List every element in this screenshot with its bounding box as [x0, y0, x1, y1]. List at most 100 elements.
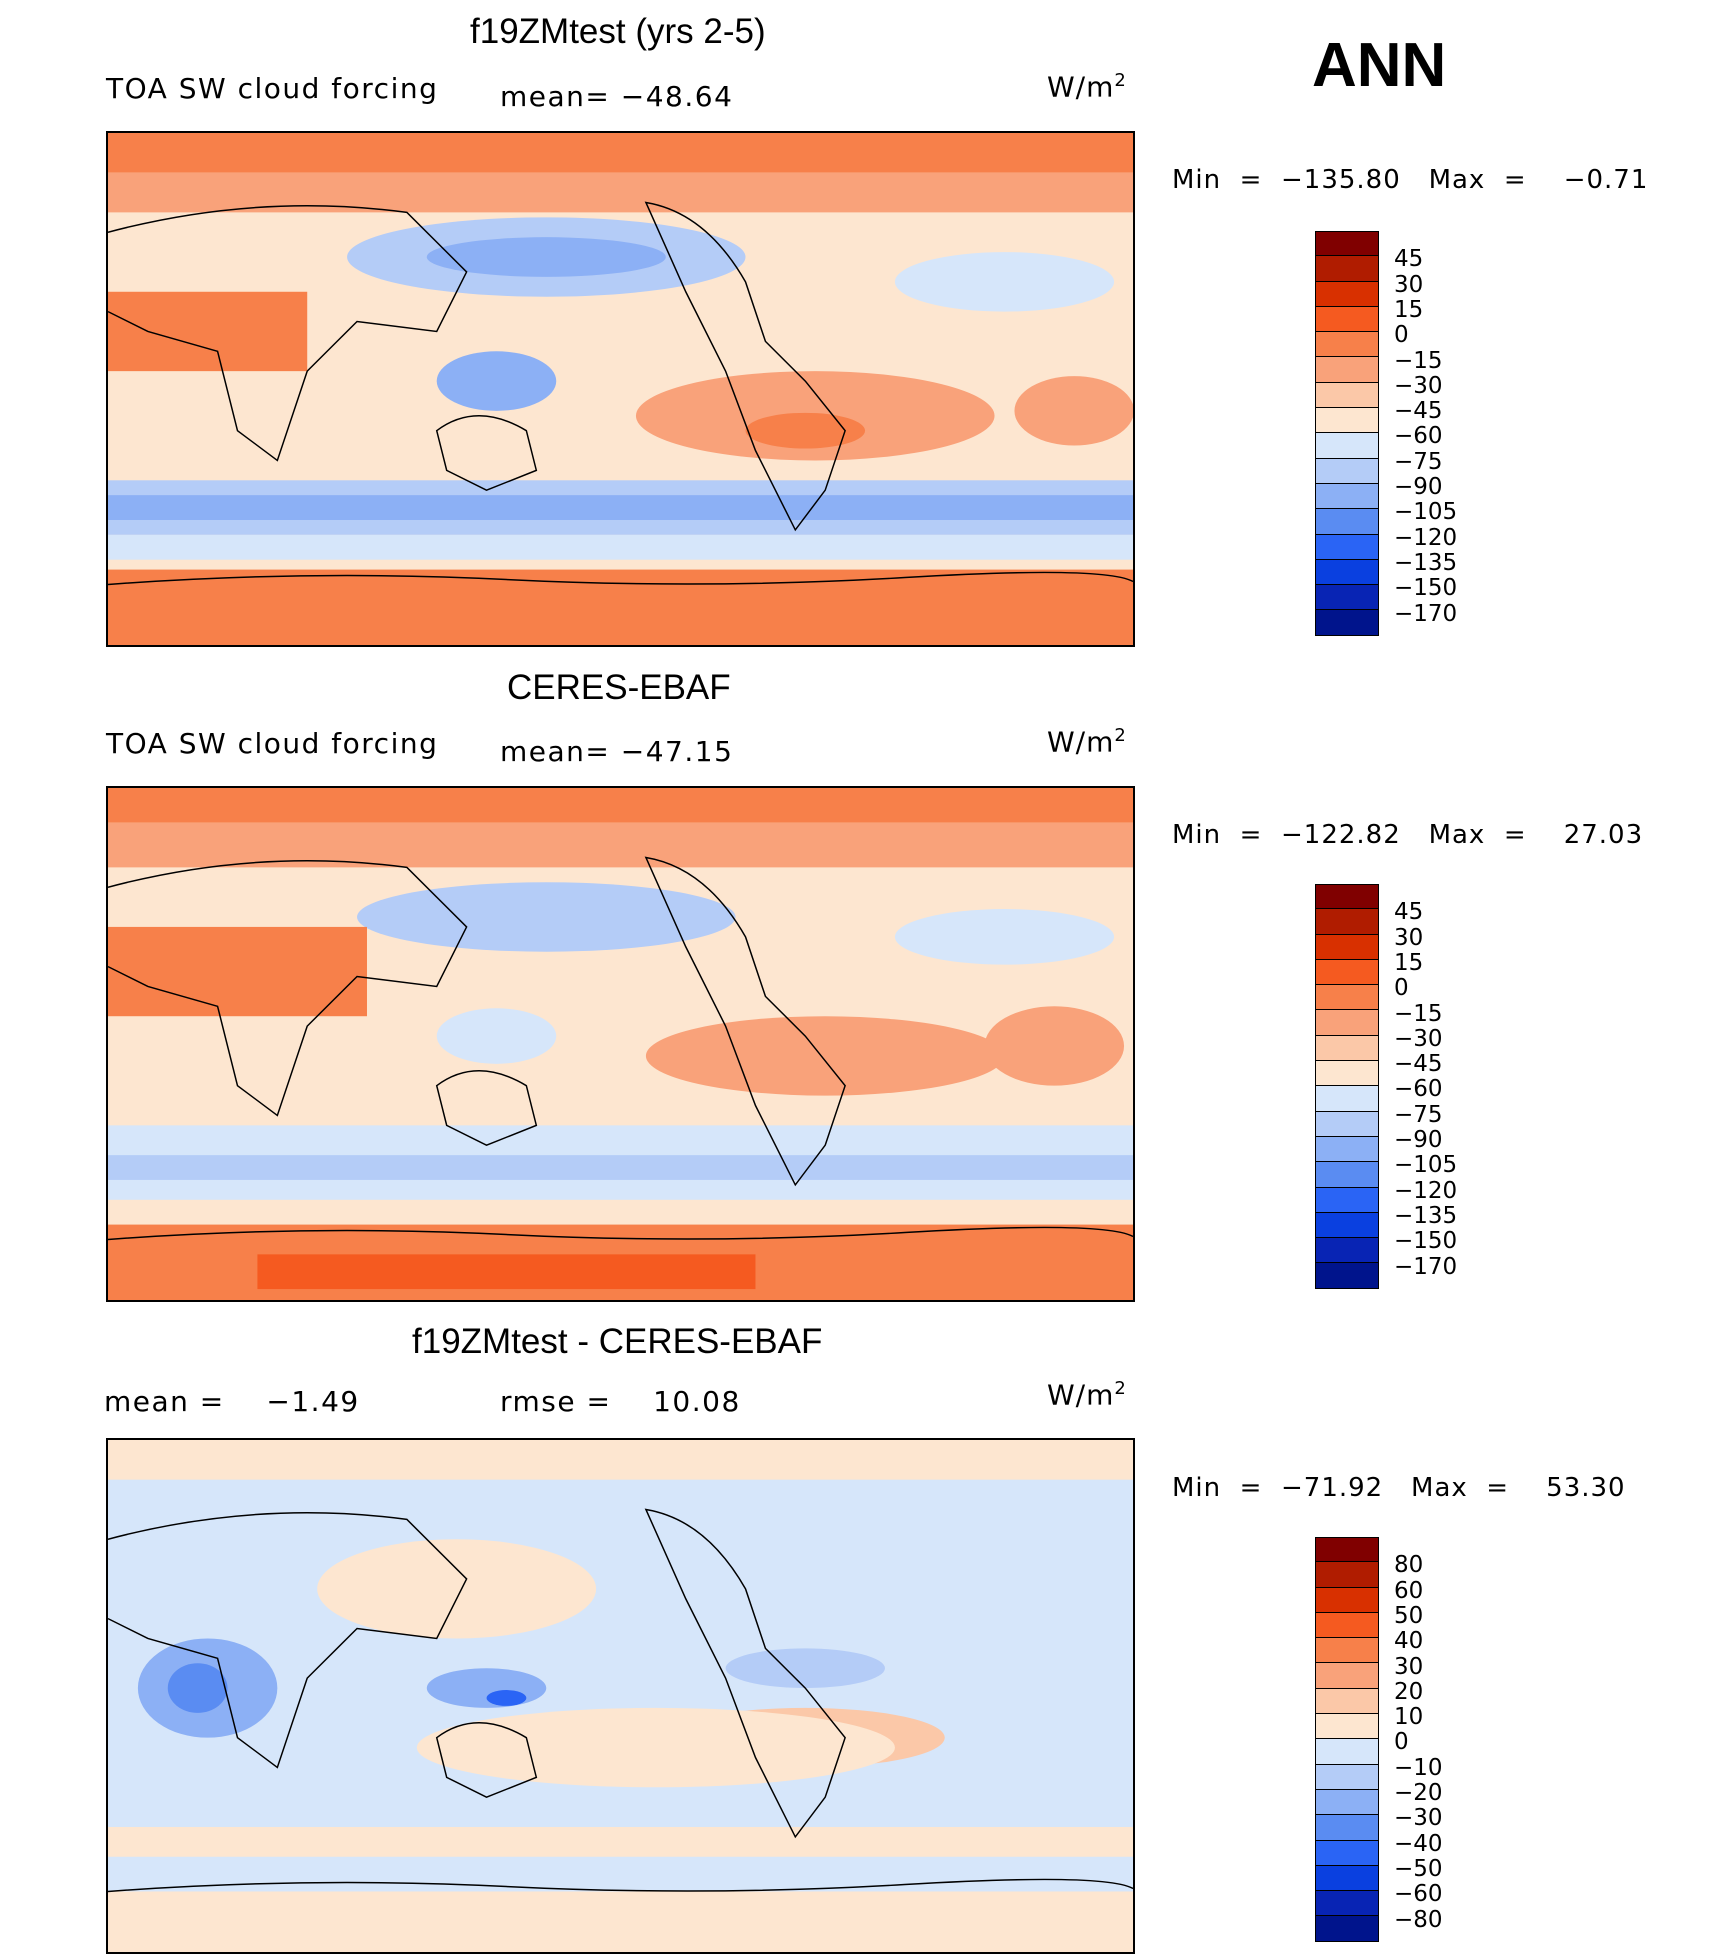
colorbar-tick-label: 0: [1394, 322, 1409, 349]
colorbar-tick-label: −90: [1394, 474, 1443, 500]
australia-coastline: [435, 415, 538, 492]
antarctica-band: [108, 1891, 1133, 1952]
colorbar-tick-label: −105: [1394, 1152, 1458, 1179]
north-pacific-core: [426, 237, 666, 277]
rmse-stat: rmse = 10.08: [500, 1385, 741, 1418]
colorbar-tick-label: 15: [1394, 949, 1424, 976]
colorbar-cell: [1315, 256, 1379, 282]
colorbar-cell: [1315, 1136, 1379, 1163]
colorbar-cell: [1315, 281, 1379, 307]
colorbar-cell: [1315, 1035, 1379, 1062]
antarctica-core: [257, 1254, 756, 1290]
units-base: W/m: [1047, 70, 1115, 104]
subantarctic-band: [108, 534, 1133, 560]
map-background: [108, 1440, 1133, 1952]
colorbar-tick-label: 0: [1394, 975, 1409, 1002]
colorbar-cell: [1315, 1612, 1379, 1639]
se-pacific-stratocumulus: [645, 1016, 1005, 1096]
colorbar-cell: [1315, 1162, 1379, 1188]
colorbar-cell: [1315, 433, 1379, 459]
colorbar-tick-label: −120: [1394, 524, 1458, 551]
map-model-svg: [108, 133, 1133, 645]
units-base: W/m: [1047, 725, 1115, 759]
arctic-band: [108, 1440, 1133, 1480]
afro-eurasia-coastline: [108, 1512, 468, 1769]
colorbar-cell: [1315, 1061, 1379, 1087]
colorbar-cell: [1315, 985, 1379, 1011]
colorbar-cell: [1315, 1587, 1379, 1613]
colorbar-cell: [1315, 934, 1379, 960]
max-label: Max: [1411, 1473, 1468, 1503]
colorbar-tick-label: −45: [1394, 398, 1443, 425]
colorbar-tick-label: 40: [1394, 1628, 1424, 1655]
colorbar-cell: [1315, 1111, 1379, 1137]
panel-title-obs: CERES-EBAF: [507, 668, 731, 707]
mean-label: mean=: [500, 735, 611, 768]
north-pacific-storm-track: [357, 882, 736, 952]
panel-title-diff: f19ZMtest - CERES-EBAF: [412, 1322, 823, 1361]
colorbar-obs: [1315, 884, 1379, 1289]
colorbar-cell: [1315, 1789, 1379, 1816]
colorbar-cell: [1315, 1764, 1379, 1790]
mean-value: −47.15: [620, 735, 734, 768]
afro-eurasia-coastline: [108, 860, 468, 1117]
australia-coastline: [435, 1722, 538, 1799]
colorbar-cell: [1315, 1010, 1379, 1036]
colorbar-cell: [1315, 357, 1379, 383]
americas-coastline: [644, 201, 846, 532]
colorbar-tick-label: 60: [1394, 1577, 1424, 1604]
min-value: −122.82: [1281, 820, 1401, 850]
colorbar-cell: [1315, 559, 1379, 586]
colorbar-cell: [1315, 231, 1379, 257]
colorbar-cell: [1315, 610, 1379, 636]
max-value: 27.03: [1563, 820, 1644, 850]
units-obs: W/m2: [1047, 725, 1127, 758]
sahara-region: [108, 926, 367, 1017]
colorbar-cell: [1315, 408, 1379, 434]
arctic-band: [108, 788, 1133, 823]
antarctica-band: [108, 569, 1133, 645]
colorbar-cell: [1315, 1638, 1379, 1664]
colorbar-cell: [1315, 1688, 1379, 1715]
colorbar-cell: [1315, 1739, 1379, 1765]
colorbar-tick-label: 10: [1394, 1704, 1424, 1731]
colorbar-cell: [1315, 1187, 1379, 1213]
maritime-continent: [436, 1008, 557, 1064]
north-atlantic-storm-track: [894, 252, 1115, 312]
subarctic-band: [108, 822, 1133, 868]
americas-coastline: [644, 1508, 846, 1839]
colorbar-tick-label: −60: [1394, 1076, 1443, 1103]
mean-stat-obs: mean= −47.15: [500, 735, 733, 768]
colorbar-tick-label: −170: [1394, 600, 1458, 627]
mean-label: mean=: [500, 80, 611, 113]
colorbar-tick-label: −170: [1394, 1253, 1458, 1280]
itcz-negative: [725, 1648, 885, 1689]
colorbar-tick-label: 20: [1394, 1678, 1424, 1705]
americas-coastline: [644, 856, 846, 1187]
colorbar-tick-label: −150: [1394, 1228, 1458, 1255]
colorbar-cell: [1315, 1212, 1379, 1239]
variable-label-model: TOA SW cloud forcing: [106, 72, 439, 105]
map-diff: [106, 1438, 1135, 1954]
colorbar-cell: [1315, 1714, 1379, 1740]
north-atlantic-storm-track: [894, 909, 1115, 965]
units-exponent: 2: [1114, 70, 1127, 91]
antarctica-coastline: [108, 1878, 1133, 1893]
colorbar-cell: [1315, 1663, 1379, 1689]
map-diff-svg: [108, 1440, 1133, 1952]
colorbar-cell: [1315, 306, 1379, 333]
colorbar-model: [1315, 231, 1379, 636]
colorbar-tick-label: −40: [1394, 1830, 1443, 1857]
colorbar-tick-label: −80: [1394, 1906, 1443, 1933]
maritime-core: [486, 1690, 527, 1706]
map-model: [106, 131, 1135, 647]
colorbar-tick-label: −50: [1394, 1855, 1443, 1882]
colorbar-tick-label: −90: [1394, 1127, 1443, 1153]
max-label: Max: [1428, 165, 1486, 195]
diff-mean-label: mean =: [104, 1385, 225, 1418]
map-obs-svg: [108, 788, 1133, 1300]
colorbar-cell: [1315, 585, 1379, 611]
colorbar-tick-label: −105: [1394, 499, 1458, 526]
australia-coastline: [435, 1070, 538, 1147]
colorbar-cell: [1315, 1916, 1379, 1942]
